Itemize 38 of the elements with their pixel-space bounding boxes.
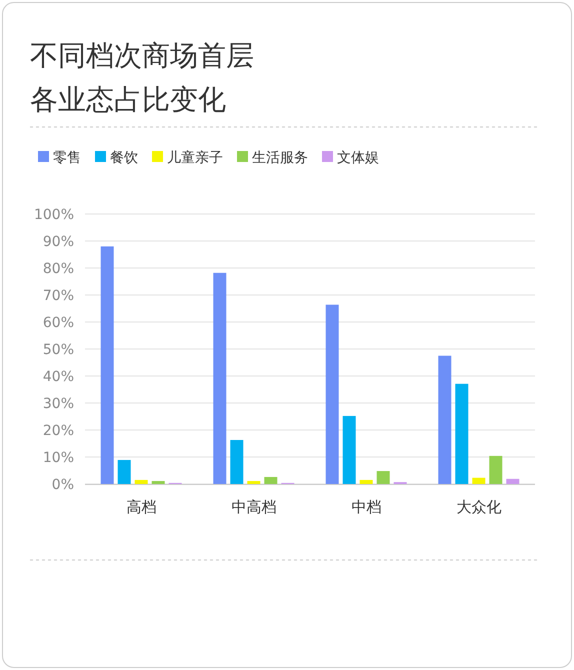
bar <box>134 480 148 484</box>
x-tick-label: 大众化 <box>456 498 502 516</box>
bar <box>489 456 502 484</box>
y-tick-label: 70% <box>42 288 74 304</box>
y-tick-label: 40% <box>42 369 74 385</box>
y-tick-label: 30% <box>42 396 74 412</box>
bar <box>247 481 260 484</box>
bar <box>438 356 452 484</box>
y-tick-label: 80% <box>42 261 74 277</box>
legend-label: 文体娱 <box>337 150 379 166</box>
legend-label: 生活服务 <box>252 150 308 166</box>
y-tick-label: 10% <box>42 450 74 466</box>
y-tick-label: 90% <box>42 234 74 250</box>
bar <box>118 460 131 484</box>
legend-label: 零售 <box>53 150 81 166</box>
bar <box>472 478 486 484</box>
bar <box>230 440 244 484</box>
bar <box>360 480 373 484</box>
bar <box>506 478 520 484</box>
y-tick-label: 50% <box>42 342 74 358</box>
bar <box>342 416 356 484</box>
bar <box>326 304 339 484</box>
x-tick-label: 中高档 <box>231 498 276 516</box>
bar <box>376 471 390 484</box>
chart-title: 不同档次商场首层各业态占比变化 <box>30 38 255 118</box>
bar <box>264 476 278 484</box>
bar <box>152 481 165 484</box>
legend-label: 餐饮 <box>110 150 138 166</box>
bar <box>213 272 226 484</box>
legend-label: 儿童亲子 <box>167 150 223 166</box>
y-tick-label: 0% <box>52 477 74 493</box>
y-tick-label: 100% <box>34 207 74 223</box>
y-tick-label: 20% <box>42 423 74 439</box>
x-tick-label: 高档 <box>126 498 156 516</box>
x-tick-label: 中档 <box>351 498 382 516</box>
y-tick-label: 60% <box>42 315 74 331</box>
bar <box>100 246 114 484</box>
bar <box>455 384 468 484</box>
